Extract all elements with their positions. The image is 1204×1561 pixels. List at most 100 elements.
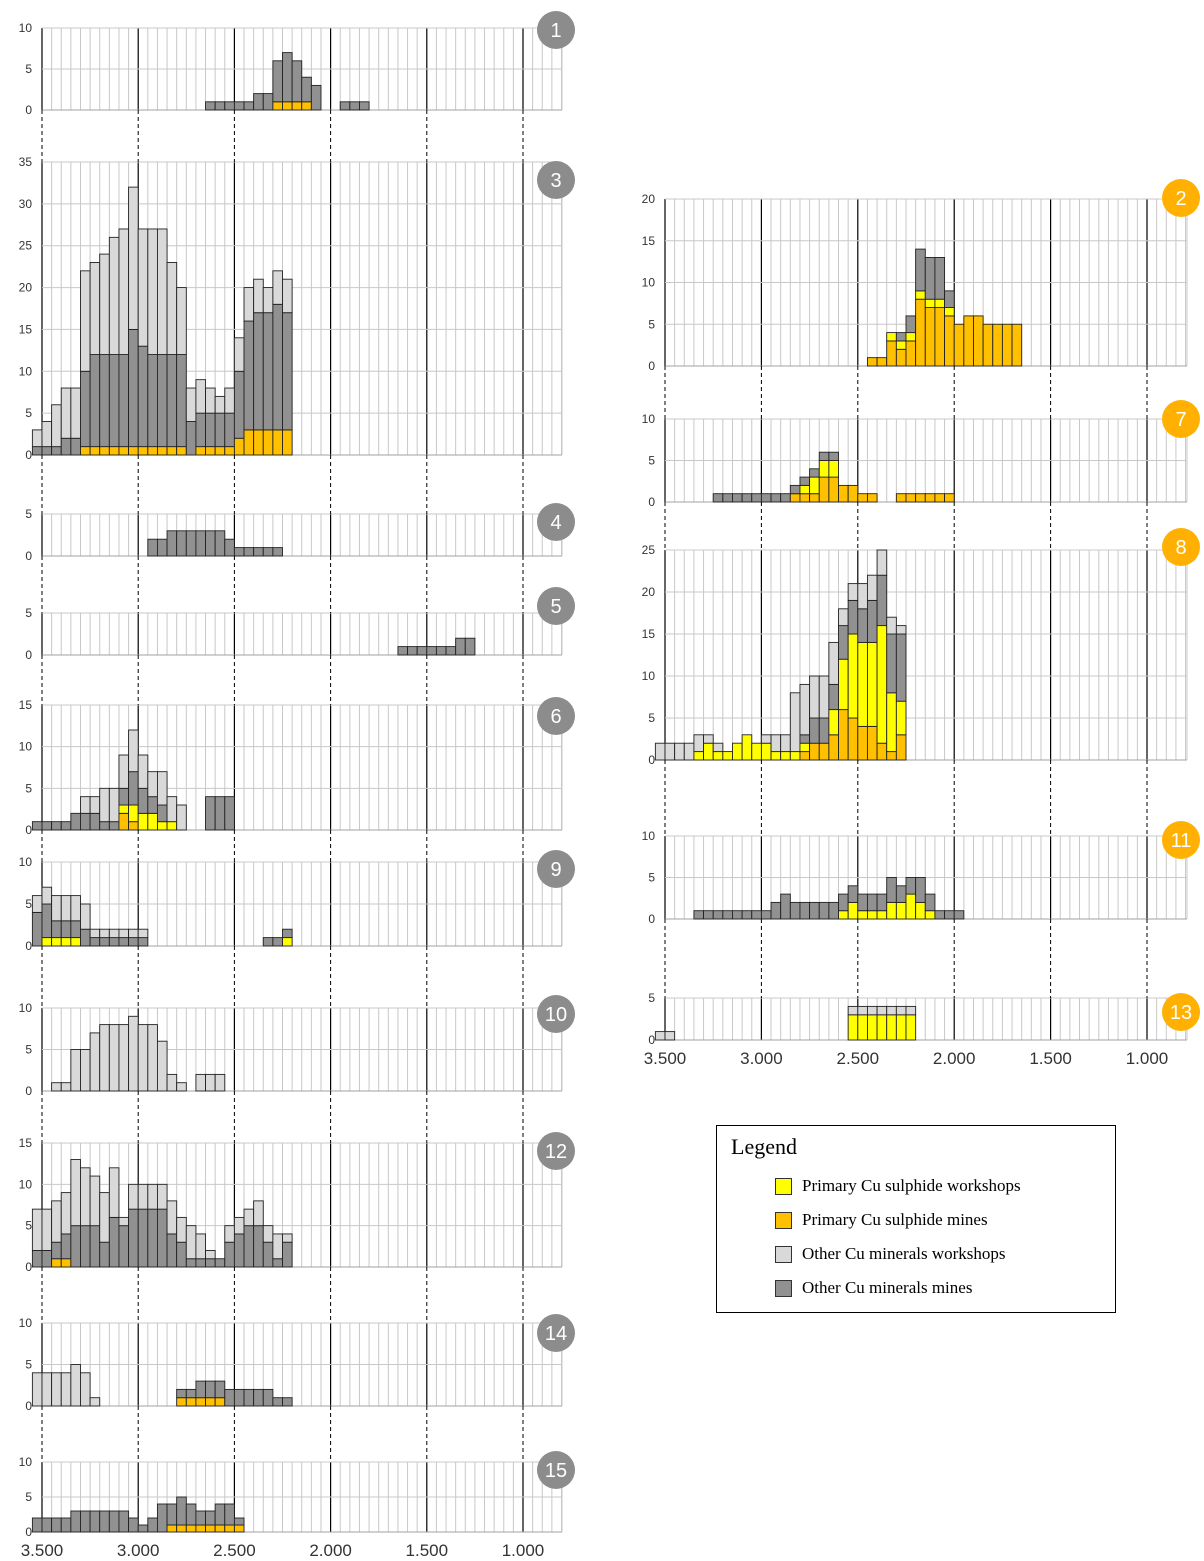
bar-segment-psm [176,1524,187,1533]
y-tick-label: 0 [648,912,655,926]
bar-segment-psw [934,298,946,309]
y-tick-label: 15 [19,1136,33,1150]
bar-segment-psw [137,812,149,831]
bar-segment-psw [732,742,743,761]
bar-segment-ocm [31,821,43,831]
bar-segment-ocm [818,451,830,461]
bar-segment-psm [934,493,946,503]
bar-segment-ocw [214,1073,226,1092]
legend-swatch-darkgrey [775,1279,792,1297]
bar-segment-ocm [233,1388,245,1407]
bar-segment-ocw [185,1225,197,1260]
bar-segment-ocm [205,1380,216,1399]
y-tick-label: 0 [25,1260,32,1274]
bar-segment-ocw [41,1208,53,1251]
chart-number-label: 2 [1175,188,1186,210]
chart-number-badge [537,995,575,1033]
bar-segment-ocm [128,1517,139,1533]
bar-segment-psm [944,493,955,503]
bar-segment-psm [233,437,245,456]
bar-segment-ocw [80,1167,91,1227]
bar-segment-ocm [349,101,360,111]
bar-segment-ocm [147,1208,158,1268]
bar-segment-psm [1011,323,1023,367]
bar-segment-psm [185,1524,197,1533]
bar-segment-ocw [80,796,91,814]
chart-number-badge [537,11,575,49]
bar-segment-psm [857,725,868,761]
bar-segment-ocw [664,742,676,761]
bar-segment-psm [224,1524,235,1533]
y-tick-label: 0 [25,103,32,117]
bar-segment-ocw [243,287,255,322]
bar-segment-ocm [147,538,158,557]
bar-segment-psm [866,357,878,367]
bar-segment-ocm [934,257,946,300]
bar-segment-ocw [51,404,62,448]
bar-segment-ocm [80,928,91,947]
chart-number-label: 12 [545,1141,567,1163]
bar-segment-ocm [31,446,43,456]
bar-segment-psm [195,446,206,456]
bar-segment-psm [89,446,101,456]
chart-number-label: 10 [545,1004,567,1026]
bar-segment-ocw [693,734,705,753]
x-tick-label: 2.500 [837,1049,880,1068]
bar-segment-ocw [895,625,907,635]
bar-segment-ocw [156,228,168,355]
y-tick-label: 5 [648,454,655,468]
bar-segment-ocm [243,101,255,111]
bar-segment-ocm [464,637,476,656]
bar-segment-ocm [70,920,81,939]
bar-segment-ocm [41,1517,53,1533]
bar-segment-ocm [214,101,226,111]
bar-segment-ocm [895,633,907,702]
bar-segment-psw [147,812,158,831]
bar-segment-ocm [128,937,139,947]
bar-segment-ocw [147,1024,158,1092]
x-tick-label: 2.000 [933,1049,976,1068]
bar-segment-ocm [895,332,907,342]
bar-segment-ocm [291,60,303,103]
bar-segment-ocm [60,920,72,939]
y-tick-label: 10 [19,740,33,754]
bar-segment-ocm [31,1517,43,1533]
bar-segment-ocw [41,1372,53,1407]
bar-segment-ocm [272,1258,283,1268]
bar-segment-ocm [70,437,81,456]
bar-segment-ocw [905,1005,917,1016]
bar-segment-ocw [253,278,264,314]
bar-segment-ocm [272,547,283,557]
bar-segment-ocw [156,771,168,806]
bar-segment-ocw [224,387,235,414]
bar-segment-ocw [108,1024,120,1092]
bar-segment-ocm [147,354,158,448]
y-tick-label: 0 [25,648,32,662]
legend-item-primary-sulphide-mines: Primary Cu sulphide mines [775,1208,988,1232]
bar-segment-psm [166,446,178,456]
bar-segment-psm [176,446,187,456]
bar-segment-ocm [89,354,101,448]
bar-segment-psw [924,910,936,920]
bar-segment-ocm [108,1510,120,1533]
bar-segment-psm [272,429,283,456]
bar-segment-ocm [166,1233,178,1268]
y-tick-label: 5 [648,991,655,1005]
y-tick-label: 5 [25,606,32,620]
bar-segment-psw [886,901,897,920]
y-tick-label: 35 [19,155,33,169]
bar-segment-ocm [895,885,907,903]
bar-segment-ocm [224,101,235,111]
bar-segment-ocm [224,796,235,831]
bar-segment-ocw [70,1159,81,1227]
chart-number-label: 7 [1175,409,1186,431]
bar-segment-ocm [828,451,839,461]
bar-segment-psw [924,298,936,309]
bar-segment-psm [128,821,139,831]
bar-segment-psw [866,910,878,920]
bar-segment-ocw [857,583,868,610]
bar-segment-psm [253,429,264,456]
bar-segment-ocm [282,52,293,103]
bar-segment-psw [712,751,724,761]
bar-segment-psw [876,625,888,744]
